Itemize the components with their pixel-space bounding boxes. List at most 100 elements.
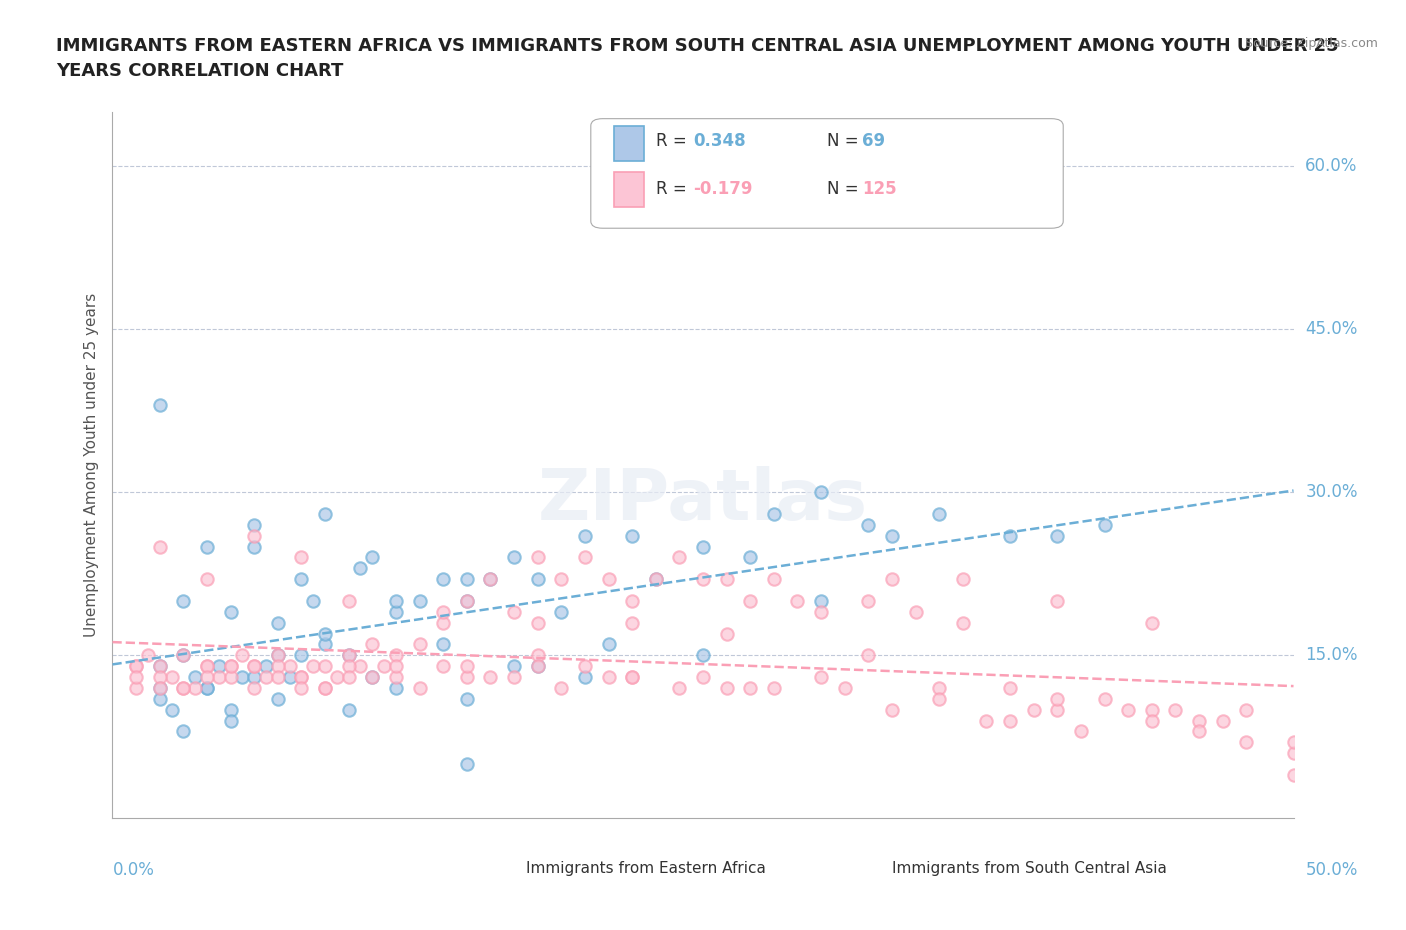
Point: [208, 658, 231, 673]
Point: [786, 593, 808, 608]
Point: [456, 670, 478, 684]
Point: [1212, 713, 1234, 728]
Point: [1070, 724, 1092, 738]
Text: Immigrants from South Central Asia: Immigrants from South Central Asia: [891, 861, 1167, 876]
Text: 45.0%: 45.0%: [1305, 320, 1358, 339]
Point: [621, 670, 644, 684]
Point: [267, 648, 290, 663]
Point: [243, 658, 266, 673]
Point: [456, 572, 478, 587]
Point: [1116, 702, 1139, 717]
Point: [302, 658, 325, 673]
Point: [290, 572, 312, 587]
Text: 0.0%: 0.0%: [112, 861, 155, 879]
Point: [432, 604, 454, 619]
Point: [503, 550, 526, 565]
Point: [184, 681, 207, 696]
Point: [1164, 702, 1187, 717]
Point: [550, 604, 572, 619]
Point: [160, 702, 183, 717]
Point: [231, 670, 253, 684]
FancyBboxPatch shape: [591, 119, 1063, 228]
Point: [149, 670, 172, 684]
Point: [267, 670, 290, 684]
Text: Immigrants from Eastern Africa: Immigrants from Eastern Africa: [526, 861, 766, 876]
Point: [503, 670, 526, 684]
Point: [716, 572, 738, 587]
Point: [880, 702, 903, 717]
Point: [219, 658, 242, 673]
Point: [195, 572, 218, 587]
Point: [290, 681, 312, 696]
Point: [125, 658, 148, 673]
Text: 50.0%: 50.0%: [1305, 861, 1358, 879]
Text: 30.0%: 30.0%: [1305, 484, 1358, 501]
Point: [928, 681, 950, 696]
Text: N =: N =: [827, 132, 863, 151]
Point: [858, 517, 880, 532]
Point: [243, 528, 266, 543]
Point: [267, 616, 290, 631]
Point: [302, 593, 325, 608]
Point: [361, 637, 384, 652]
Point: [1234, 735, 1257, 750]
Point: [1094, 517, 1116, 532]
Point: [692, 539, 714, 554]
Point: [1046, 593, 1069, 608]
Point: [740, 593, 762, 608]
Point: [385, 648, 408, 663]
Point: [149, 539, 172, 554]
Point: [337, 593, 360, 608]
Point: [692, 572, 714, 587]
Point: [762, 507, 785, 522]
Point: [880, 572, 903, 587]
Point: [952, 572, 974, 587]
Point: [314, 681, 336, 696]
Point: [172, 724, 194, 738]
Point: [456, 593, 478, 608]
Point: [290, 648, 312, 663]
Point: [195, 658, 218, 673]
FancyBboxPatch shape: [472, 843, 499, 870]
Point: [219, 713, 242, 728]
Point: [952, 616, 974, 631]
Point: [998, 713, 1021, 728]
Point: [998, 681, 1021, 696]
Point: [125, 670, 148, 684]
Point: [692, 670, 714, 684]
Text: 69: 69: [862, 132, 886, 151]
Point: [254, 670, 277, 684]
FancyBboxPatch shape: [614, 126, 644, 161]
Point: [526, 658, 548, 673]
Point: [172, 593, 194, 608]
Point: [456, 757, 478, 772]
Point: [149, 658, 172, 673]
Point: [1140, 702, 1163, 717]
Point: [1282, 746, 1305, 761]
Point: [149, 681, 172, 696]
Point: [456, 658, 478, 673]
Point: [550, 572, 572, 587]
Point: [880, 528, 903, 543]
Point: [337, 648, 360, 663]
Point: [526, 572, 548, 587]
Point: [810, 485, 832, 499]
Text: R =: R =: [655, 180, 692, 198]
Point: [526, 648, 548, 663]
Point: [526, 658, 548, 673]
Point: [668, 550, 690, 565]
Point: [1046, 691, 1069, 706]
Point: [503, 604, 526, 619]
Text: 15.0%: 15.0%: [1305, 646, 1358, 664]
Point: [337, 670, 360, 684]
Point: [290, 670, 312, 684]
Point: [1022, 702, 1045, 717]
Point: [267, 691, 290, 706]
Point: [219, 670, 242, 684]
Point: [385, 593, 408, 608]
Point: [644, 572, 666, 587]
Text: 125: 125: [862, 180, 897, 198]
Point: [149, 681, 172, 696]
Point: [858, 593, 880, 608]
Point: [172, 648, 194, 663]
